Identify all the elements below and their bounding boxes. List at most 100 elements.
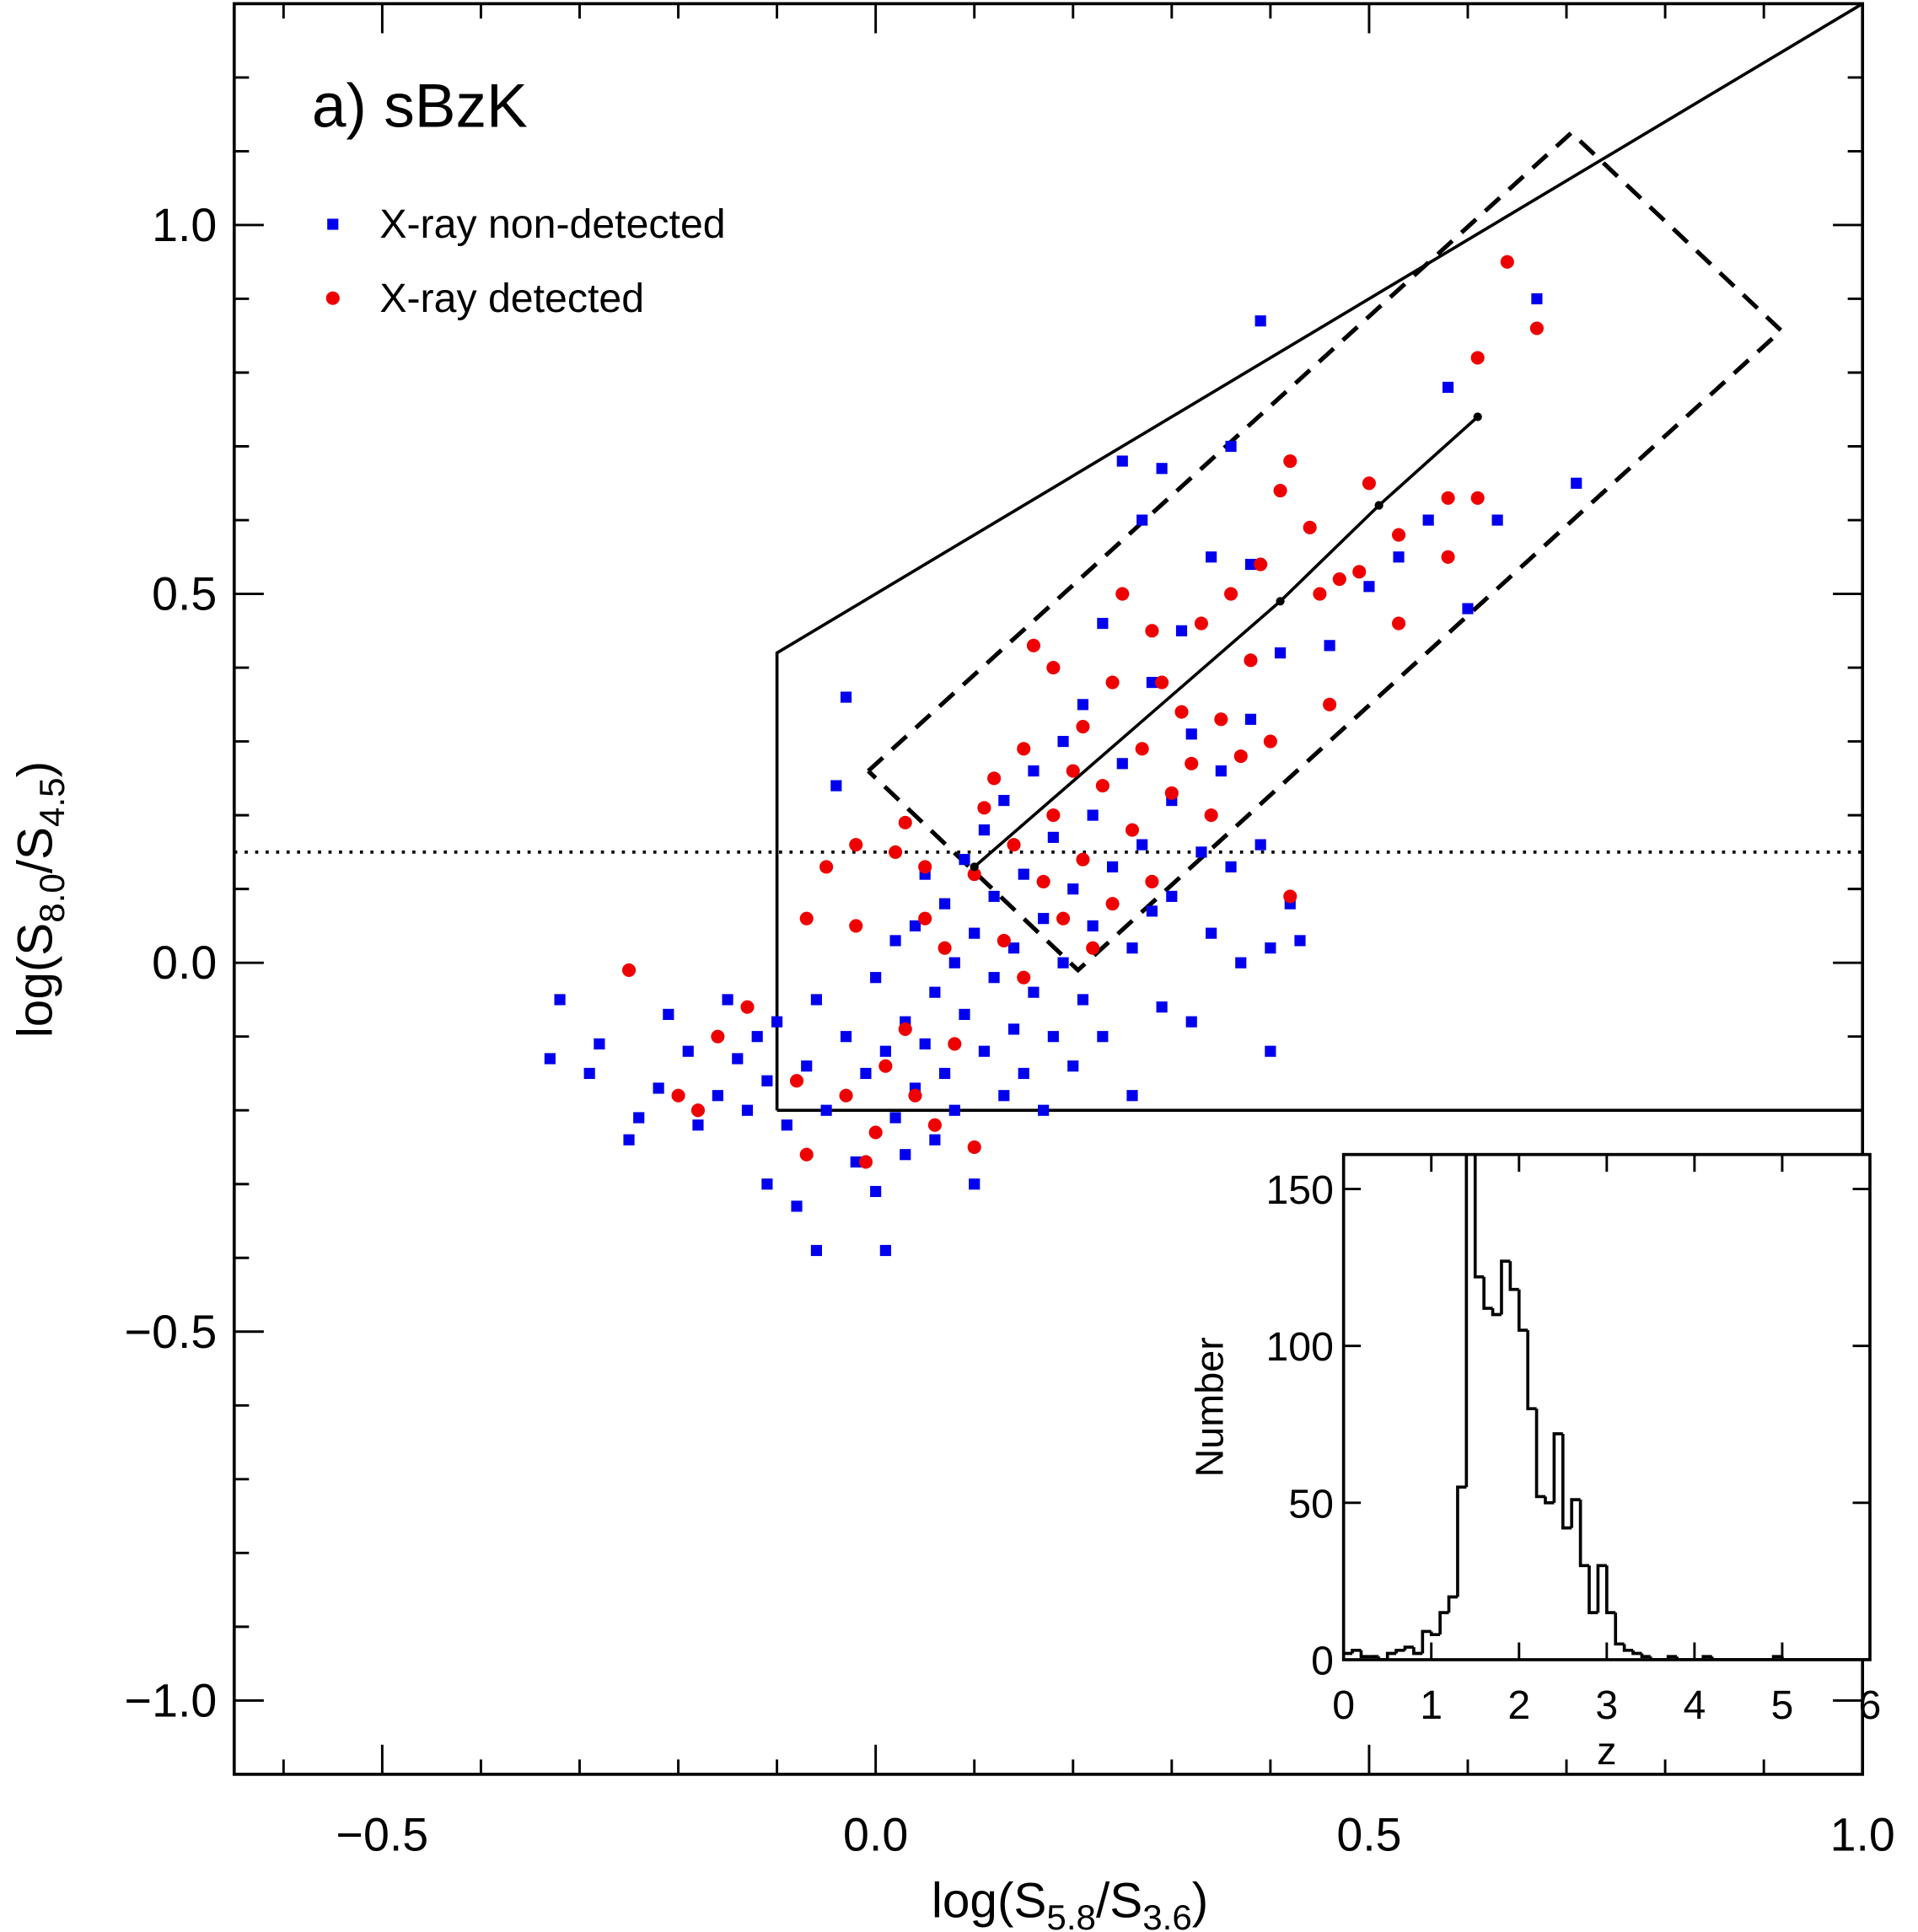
square-marker: [1166, 890, 1178, 902]
inset-x-tick-label: 4: [1683, 1682, 1706, 1728]
square-marker: [327, 218, 339, 230]
circle-marker: [1204, 808, 1218, 823]
square-marker: [653, 1082, 664, 1094]
square-marker: [900, 1149, 911, 1161]
circle-marker: [849, 838, 863, 852]
histogram-area: [1343, 1154, 1870, 1660]
circle-marker: [1145, 874, 1159, 888]
y-axis-label: log(S8.0/S4.5): [8, 761, 72, 1038]
circle-marker: [671, 1088, 685, 1103]
square-marker: [1462, 603, 1474, 614]
histogram-step: [1482, 1276, 1493, 1310]
square-marker: [1185, 728, 1197, 740]
inset-x-tick-label: 2: [1507, 1682, 1530, 1728]
square-marker: [929, 1134, 941, 1146]
circle-marker: [839, 1088, 853, 1103]
square-marker: [1206, 551, 1217, 563]
circle-marker: [1056, 911, 1071, 926]
legend-label: X-ray detected: [379, 276, 644, 321]
square-marker: [751, 1031, 763, 1043]
circle-marker: [1135, 742, 1149, 756]
circle-marker: [967, 867, 981, 882]
square-marker: [959, 1008, 970, 1021]
y-tick-label: 1.0: [152, 199, 217, 251]
circle-marker: [1105, 897, 1120, 911]
main-plot: −0.5 0.0 0.5 1.0 −1.0 −0.5 0.0 0.5 1.0 a) sBzK X-r…: [8, 2, 1895, 1932]
x-axis-label: log(S5.8/S3.6): [932, 1873, 1208, 1932]
square-marker: [1265, 1045, 1276, 1057]
histogram-step: [1570, 1498, 1581, 1528]
histogram-step: [1464, 1154, 1469, 1488]
y-tick-label: −0.5: [125, 1306, 218, 1358]
square-marker: [722, 994, 733, 1006]
circle-marker: [1046, 808, 1061, 823]
square-marker: [978, 1045, 990, 1057]
square-marker: [1116, 758, 1128, 770]
square-marker: [939, 898, 951, 910]
inset-y-tick-label: 0: [1311, 1639, 1334, 1684]
square-marker: [988, 972, 1000, 984]
circle-marker: [740, 1000, 755, 1014]
square-marker: [810, 994, 823, 1006]
square-marker: [988, 890, 1000, 902]
histogram-step: [1675, 1656, 1686, 1660]
circle-marker: [711, 1029, 725, 1044]
square-marker: [781, 1119, 792, 1131]
inset-x-tick-label: 0: [1332, 1682, 1355, 1728]
square-marker: [1235, 957, 1247, 969]
legend-entry: X-ray non-detected: [327, 201, 726, 247]
line-vertex: [1473, 412, 1482, 421]
histogram-step: [1429, 1631, 1441, 1637]
annotation: a) sBzK: [312, 72, 528, 141]
dashed-line: [867, 130, 1785, 974]
circle-marker: [1086, 941, 1100, 955]
circle-marker: [1352, 565, 1367, 579]
square-marker: [1254, 839, 1266, 851]
square-marker: [929, 986, 941, 998]
square-marker: [1275, 647, 1287, 659]
square-marker: [1067, 883, 1079, 895]
square-marker: [948, 957, 960, 969]
x-tick-label: −0.5: [336, 1809, 429, 1861]
circle-marker: [948, 1037, 962, 1051]
circle-marker: [878, 1059, 893, 1073]
square-marker: [978, 824, 990, 836]
square-marker: [741, 1104, 754, 1116]
x-axis-label-part: log(S: [932, 1873, 1047, 1928]
square-marker: [1265, 942, 1276, 954]
histogram-step: [1343, 1651, 1353, 1660]
square-marker: [1571, 477, 1582, 489]
histogram-step: [1456, 1485, 1467, 1597]
square-marker: [820, 1104, 832, 1116]
square-marker: [583, 1067, 595, 1080]
square-marker: [1097, 617, 1109, 630]
square-marker: [969, 1178, 980, 1190]
square-marker: [1057, 736, 1069, 748]
circle-marker: [918, 911, 932, 926]
square-marker: [879, 1244, 891, 1257]
histogram-step: [1351, 1648, 1362, 1654]
circle-marker: [1244, 653, 1258, 668]
histogram-step: [1631, 1650, 1642, 1656]
x-tick-label: 1.0: [1830, 1809, 1895, 1861]
circle-marker: [1155, 675, 1169, 690]
circle-marker: [889, 845, 903, 859]
square-marker: [889, 1112, 901, 1124]
histogram-step: [1578, 1500, 1590, 1568]
histogram-step: [1710, 1656, 1722, 1660]
histogram-step: [1517, 1289, 1528, 1332]
circle-marker: [1362, 476, 1376, 491]
square-marker: [594, 1038, 605, 1050]
square-marker: [732, 1053, 744, 1065]
histogram-step: [1588, 1565, 1598, 1614]
square-marker: [1215, 765, 1227, 777]
square-marker: [1038, 913, 1050, 925]
square-marker: [1442, 381, 1454, 394]
circle-marker: [1076, 720, 1090, 734]
square-marker: [889, 935, 901, 947]
circle-marker: [1263, 734, 1277, 749]
line-vertex: [1374, 501, 1383, 510]
square-marker: [791, 1200, 803, 1212]
square-marker: [1067, 1060, 1079, 1072]
square-marker: [771, 1016, 783, 1028]
